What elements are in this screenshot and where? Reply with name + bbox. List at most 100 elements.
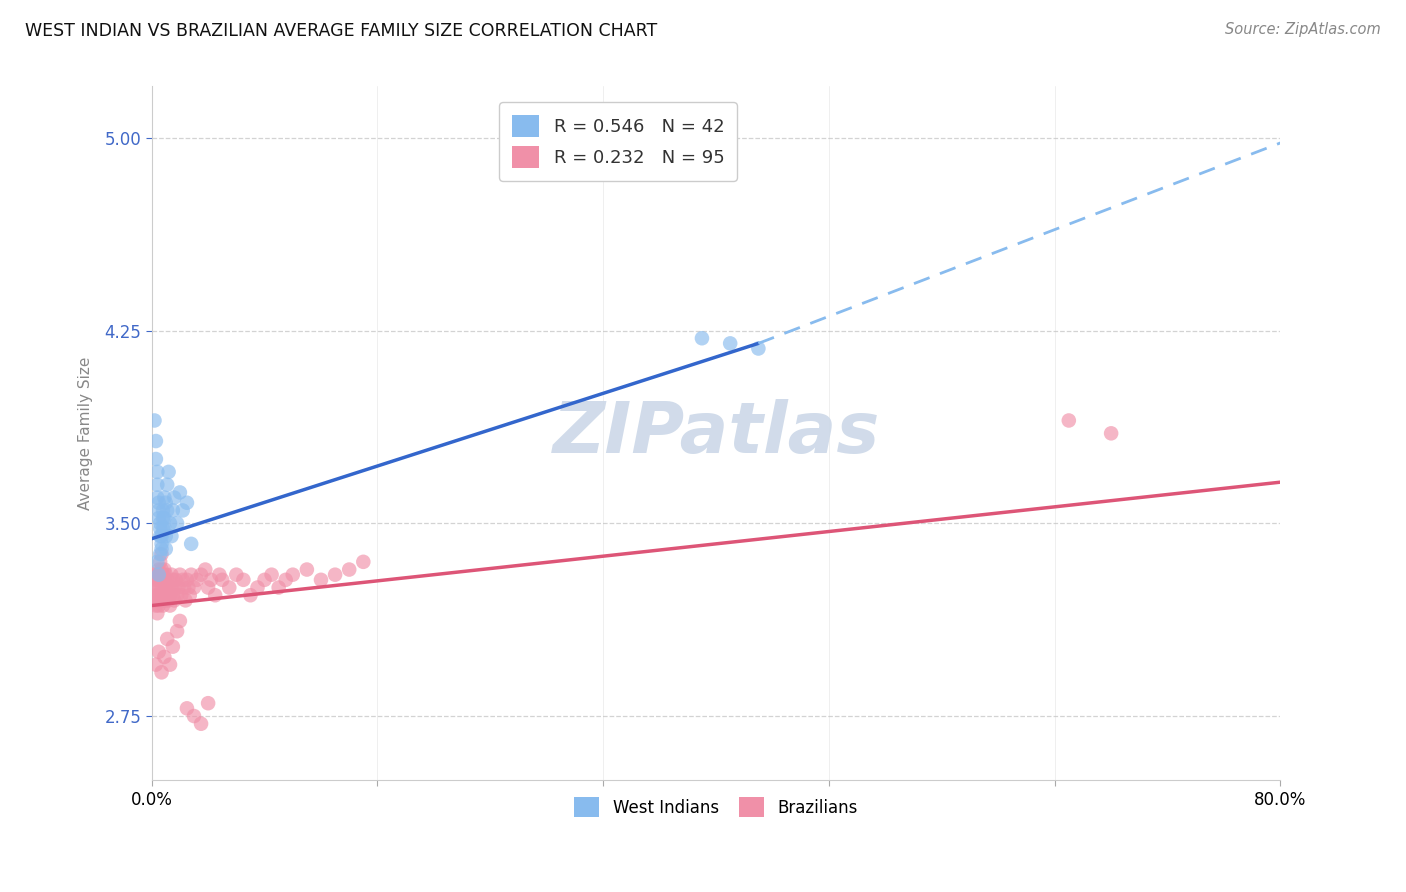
Point	[148, 511, 170, 525]
Point	[170, 588, 193, 602]
Point	[150, 665, 173, 680]
Legend: West Indians, Brazilians: West Indians, Brazilians	[568, 790, 865, 824]
Point	[169, 485, 191, 500]
Point	[260, 567, 283, 582]
Point	[159, 516, 181, 531]
Y-axis label: Average Family Size: Average Family Size	[79, 357, 93, 510]
Point	[142, 567, 165, 582]
Point	[145, 588, 167, 602]
Point	[352, 555, 374, 569]
Point	[153, 491, 176, 505]
Point	[186, 573, 208, 587]
Point	[183, 709, 205, 723]
Point	[148, 496, 170, 510]
Point	[177, 581, 200, 595]
Point	[150, 541, 173, 556]
Point	[176, 701, 198, 715]
Point	[150, 529, 173, 543]
Point	[281, 567, 304, 582]
Point	[179, 588, 201, 602]
Point	[162, 640, 184, 654]
Point	[218, 581, 240, 595]
Point	[156, 503, 179, 517]
Point	[150, 537, 173, 551]
Point	[1057, 413, 1080, 427]
Point	[157, 465, 180, 479]
Point	[145, 452, 167, 467]
Point	[163, 593, 186, 607]
Point	[153, 511, 176, 525]
Point	[148, 588, 170, 602]
Point	[156, 632, 179, 646]
Point	[156, 477, 179, 491]
Point	[204, 588, 226, 602]
Point	[160, 581, 183, 595]
Point	[145, 599, 167, 613]
Point	[190, 716, 212, 731]
Point	[747, 342, 769, 356]
Point	[146, 567, 169, 582]
Point	[152, 581, 174, 595]
Point	[169, 567, 191, 582]
Point	[239, 588, 262, 602]
Point	[157, 581, 180, 595]
Point	[274, 573, 297, 587]
Point	[197, 696, 219, 710]
Point	[153, 521, 176, 535]
Point	[146, 581, 169, 595]
Point	[208, 567, 231, 582]
Point	[148, 503, 170, 517]
Point	[166, 624, 188, 639]
Point	[163, 581, 186, 595]
Point	[246, 581, 269, 595]
Point	[150, 573, 173, 587]
Point	[232, 573, 254, 587]
Point	[162, 573, 184, 587]
Text: Source: ZipAtlas.com: Source: ZipAtlas.com	[1225, 22, 1381, 37]
Point	[149, 555, 172, 569]
Point	[143, 593, 166, 607]
Point	[180, 537, 202, 551]
Point	[225, 567, 247, 582]
Point	[155, 529, 177, 543]
Point	[155, 581, 177, 595]
Point	[197, 581, 219, 595]
Point	[152, 593, 174, 607]
Point	[149, 581, 172, 595]
Point	[267, 581, 290, 595]
Point	[148, 563, 170, 577]
Point	[153, 649, 176, 664]
Point	[149, 529, 172, 543]
Point	[190, 567, 212, 582]
Point	[169, 614, 191, 628]
Point	[150, 588, 173, 602]
Point	[143, 581, 166, 595]
Point	[146, 555, 169, 569]
Point	[146, 477, 169, 491]
Point	[160, 529, 183, 543]
Point	[337, 563, 360, 577]
Point	[152, 503, 174, 517]
Point	[1099, 426, 1122, 441]
Point	[145, 434, 167, 448]
Point	[309, 573, 332, 587]
Text: WEST INDIAN VS BRAZILIAN AVERAGE FAMILY SIZE CORRELATION CHART: WEST INDIAN VS BRAZILIAN AVERAGE FAMILY …	[25, 22, 658, 40]
Point	[155, 593, 177, 607]
Point	[295, 563, 318, 577]
Point	[149, 521, 172, 535]
Point	[146, 465, 169, 479]
Point	[153, 573, 176, 587]
Point	[690, 331, 713, 345]
Point	[149, 593, 172, 607]
Point	[152, 511, 174, 525]
Point	[146, 593, 169, 607]
Point	[155, 541, 177, 556]
Point	[323, 567, 346, 582]
Point	[149, 516, 172, 531]
Point	[183, 581, 205, 595]
Point	[166, 516, 188, 531]
Point	[194, 563, 217, 577]
Point	[155, 567, 177, 582]
Point	[146, 606, 169, 620]
Point	[173, 581, 195, 595]
